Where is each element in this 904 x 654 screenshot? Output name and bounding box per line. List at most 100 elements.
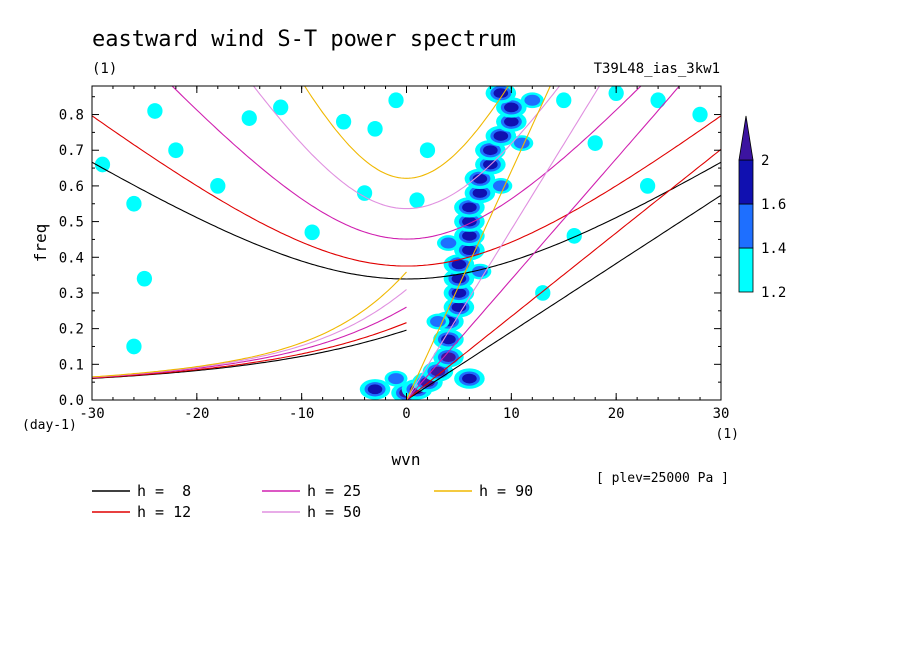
x-tick-label: 20 xyxy=(608,406,625,422)
x-tick-label: 10 xyxy=(503,406,520,422)
legend-label: h = 12 xyxy=(137,503,191,521)
dispersion-curve-line xyxy=(406,194,721,400)
chart-subtitle-left: (1) xyxy=(92,61,117,77)
spectral-blob xyxy=(388,373,404,385)
dispersion-curve-line xyxy=(406,86,681,400)
y-tick-label: 0.2 xyxy=(59,322,84,338)
colorbar-segment xyxy=(738,247,754,293)
dispersion-curve-line xyxy=(171,86,642,240)
y-tick-label: 0.5 xyxy=(59,215,84,231)
spectral-blob xyxy=(451,288,467,298)
spectral-blob xyxy=(493,88,509,98)
spectral-blob xyxy=(639,178,656,194)
spectral-blob xyxy=(441,352,456,363)
colorbar-segment xyxy=(738,159,754,205)
spectral-blob xyxy=(210,178,226,194)
y-tick-label: 0.3 xyxy=(59,286,84,302)
spectral-blob xyxy=(492,180,509,192)
spectral-blob xyxy=(126,195,142,212)
spectral-blob xyxy=(462,373,477,384)
spectral-blob xyxy=(493,131,509,141)
y-tick-label: 0.6 xyxy=(59,179,84,195)
colorbar-label: 1.6 xyxy=(761,197,786,213)
dispersion-curve-line xyxy=(92,322,407,379)
dispersion-curve-line xyxy=(92,271,407,378)
spectral-blob xyxy=(147,103,163,119)
x-axis-label: wvn xyxy=(392,450,421,469)
dispersion-curve-line xyxy=(303,86,510,179)
y-tick-label: 0.8 xyxy=(59,108,84,124)
x-tick-label: -20 xyxy=(184,406,209,422)
spectral-blob xyxy=(388,92,404,109)
colorbar-extension xyxy=(738,115,754,161)
y-tick-label: 0.1 xyxy=(59,357,84,373)
dispersion-curve-line xyxy=(252,86,561,210)
x-tick-label: 30 xyxy=(713,406,730,422)
spectral-blob xyxy=(367,120,383,137)
spectral-blob xyxy=(472,188,488,198)
colorbar-label: 2 xyxy=(761,153,769,169)
x-unit-label: (1) xyxy=(716,427,739,442)
dispersion-curve-line xyxy=(406,148,721,400)
spectral-blob xyxy=(692,106,708,123)
colorbar-segment xyxy=(738,203,754,249)
dispersion-curve-line xyxy=(92,306,407,379)
spectral-blob xyxy=(462,216,477,227)
spectral-blob xyxy=(94,156,111,173)
y-axis-label: freq xyxy=(31,224,50,263)
chart-title: eastward wind S-T power spectrum xyxy=(92,27,516,52)
spectral-blob xyxy=(483,145,498,156)
spectral-blob xyxy=(556,92,572,109)
level-annotation: [ plev=25000 Pa ] xyxy=(596,471,729,486)
legend-label: h = 25 xyxy=(307,482,361,500)
dispersion-curve-line xyxy=(92,115,721,267)
chart-subtitle-right: T39L48_ias_3kw1 xyxy=(594,61,720,77)
y-tick-label: 0.4 xyxy=(59,250,84,266)
spectral-blob xyxy=(462,202,477,213)
spectral-blob xyxy=(587,135,603,151)
spectral-blob xyxy=(566,228,582,244)
x-tick-label: -30 xyxy=(79,406,104,422)
spectral-blob xyxy=(430,316,446,327)
spectral-blob xyxy=(241,110,257,126)
spectral-blob xyxy=(273,99,289,116)
legend: h = 8 h = 12 h = 25 h = 50 h = 90 xyxy=(92,482,533,521)
colorbar: 1.2 1.4 1.6 2 xyxy=(738,115,786,301)
spectral-blob xyxy=(462,245,477,255)
spectral-blob xyxy=(524,94,541,106)
spectral-blob xyxy=(504,116,519,127)
spectral-blob xyxy=(136,270,153,287)
spectral-blob xyxy=(462,231,477,241)
plot-area xyxy=(92,86,721,400)
y-unit-label: (day-1) xyxy=(22,418,77,433)
legend-label: h = 8 xyxy=(137,482,191,500)
spectral-blob xyxy=(430,366,446,377)
spectral-blob xyxy=(304,224,320,241)
dispersion-curve-line xyxy=(406,86,601,400)
spectral-blob xyxy=(472,173,488,184)
dispersion-curve-line xyxy=(92,161,721,280)
spectral-blob xyxy=(126,338,142,355)
spectral-blob xyxy=(409,192,425,209)
y-tick-label: 0.7 xyxy=(59,143,84,159)
spectral-blob xyxy=(367,384,383,395)
spectral-blob xyxy=(168,142,184,159)
y-tick-label: 0.0 xyxy=(59,393,84,409)
colorbar-label: 1.4 xyxy=(761,241,786,257)
colorbar-label: 1.2 xyxy=(761,285,786,301)
axis-ticks: -30 -20 -10 0 10 20 30 0.0 0.1 0.2 0.3 0.4 0.5 0.6 0.7… xyxy=(59,86,730,422)
spectral-blob xyxy=(356,185,373,201)
spectral-blob xyxy=(419,142,436,159)
spectral-blob xyxy=(440,237,457,249)
dispersion-curve-line xyxy=(405,86,551,400)
spectral-blob xyxy=(451,259,467,270)
spectral-blob xyxy=(335,113,352,130)
x-tick-label: 0 xyxy=(402,406,410,422)
dispersion-curves xyxy=(92,86,721,400)
x-tick-label: -10 xyxy=(289,406,314,422)
spectral-blob xyxy=(650,92,666,109)
legend-label: h = 50 xyxy=(307,503,361,521)
legend-label: h = 90 xyxy=(479,482,533,500)
spectral-blob xyxy=(608,86,624,101)
